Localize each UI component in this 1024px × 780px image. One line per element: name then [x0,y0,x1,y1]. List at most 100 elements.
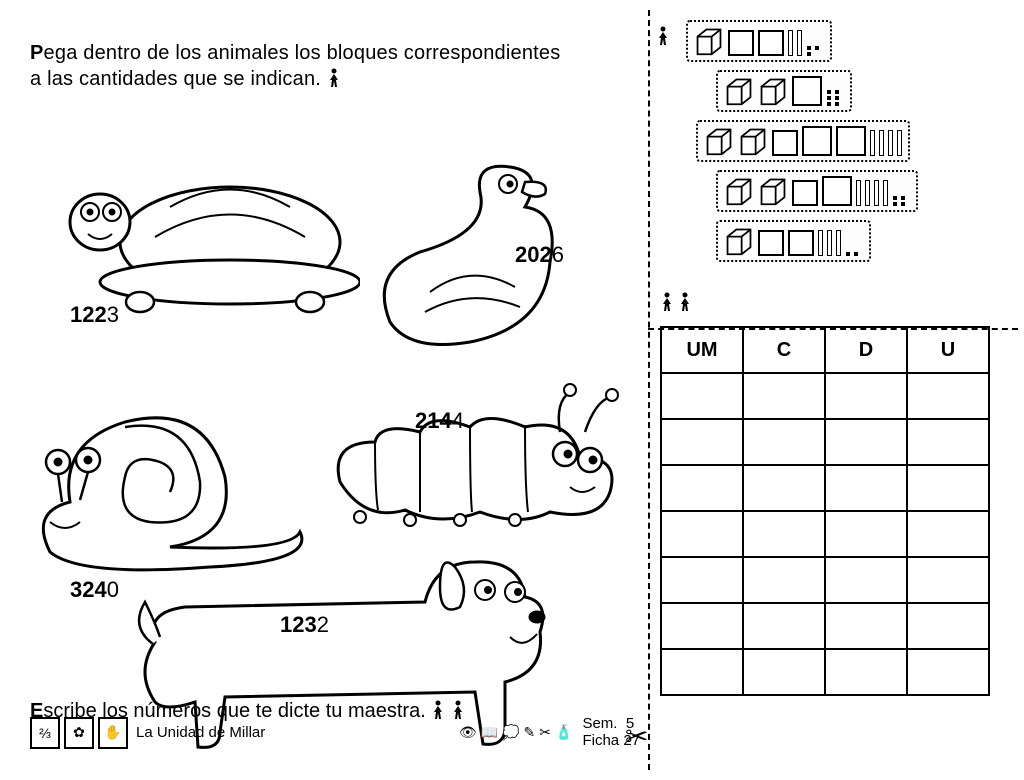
block-strip[interactable] [716,220,871,262]
ten-rod-icon [874,180,879,206]
person-icon [678,292,692,312]
hundred-flat-icon [792,180,818,206]
instruction-1-text: ega dentro de los animales los bloques c… [44,42,561,64]
pv-cell[interactable] [661,373,743,419]
unit-dots [845,252,863,256]
right-column: UMCDU [660,20,1000,760]
pv-header-u: U [907,327,989,373]
ten-rod-icon [836,230,841,256]
ten-rod-icon [797,30,802,56]
unit-dots [892,196,910,206]
person-icon [660,292,674,312]
pv-cell[interactable] [825,419,907,465]
pv-cell[interactable] [743,649,825,695]
table-row [661,511,989,557]
footer-icon: ✋ [98,717,128,749]
pv-cell[interactable] [825,465,907,511]
thousand-cube-icon [724,176,754,206]
block-strip[interactable] [696,120,910,162]
worksheet-page: ✂ Pega dentro de los animales los bloque… [0,0,1024,780]
table-row [661,649,989,695]
ten-rod-icon [818,230,823,256]
block-strip[interactable] [716,70,852,112]
pv-cell[interactable] [825,557,907,603]
snail-number-label: 3240 [70,577,119,603]
ten-rod-icon [883,180,888,206]
pv-cell[interactable] [661,603,743,649]
pv-cell[interactable] [825,511,907,557]
pv-cell[interactable] [907,373,989,419]
block-strip[interactable] [686,20,832,62]
pv-cell[interactable] [907,557,989,603]
turtle-outline [60,152,360,322]
pv-cell[interactable] [825,649,907,695]
pv-cell[interactable] [661,419,743,465]
pv-cell[interactable] [661,465,743,511]
pv-header-d: D [825,327,907,373]
pv-cell[interactable] [743,419,825,465]
instruction-1-initial: P [30,42,44,64]
pencil-icon: ✎ [524,724,536,741]
footer-icon: ⅔ [30,717,60,749]
pv-cell[interactable] [743,511,825,557]
pv-cell[interactable] [661,649,743,695]
place-value-table: UMCDU [660,326,990,696]
glue-icon: 🧴 [555,724,572,741]
pv-cell[interactable] [743,373,825,419]
pv-cell[interactable] [743,603,825,649]
ten-rod-icon [865,180,870,206]
hundred-flat-icon [758,230,784,256]
footer-meta: Sem. 5 Ficha 27 [582,716,640,749]
pv-cell[interactable] [907,649,989,695]
ten-rod-icon [879,130,884,156]
thousand-cube-icon [704,126,734,156]
block-strip[interactable] [716,170,918,212]
table-area: UMCDU [660,292,1000,696]
dog-number-label: 1232 [280,612,329,638]
pv-cell[interactable] [907,465,989,511]
pv-cell[interactable] [825,373,907,419]
turtle-number-label: 1223 [70,302,119,328]
thousand-cube-icon [758,76,788,106]
hundred-flat-icon [836,126,866,156]
pv-cell[interactable] [907,419,989,465]
pv-header-um: UM [661,327,743,373]
instruction-1: Pega dentro de los animales los bloques … [30,40,640,92]
hundred-flat-icon [802,126,832,156]
table-row [661,373,989,419]
person-icon [656,26,670,46]
pv-cell[interactable] [907,603,989,649]
ten-rod-icon [888,130,893,156]
hundred-flat-icon [758,30,784,56]
hundred-flat-icon [792,76,822,106]
unit-dots [826,90,844,106]
swan-number-label: 2026 [515,242,564,268]
thousand-cube-icon [694,26,724,56]
footer-title: La Unidad de Millar [136,724,265,741]
pv-cell[interactable] [825,603,907,649]
ten-rod-icon [856,180,861,206]
caterpillar-number-label: 2144 [415,408,464,434]
hundred-flat-icon [728,30,754,56]
ten-rod-icon [897,130,902,156]
hundred-flat-icon [772,130,798,156]
animals-area: 1223 2026 3240 2144 1232 [30,112,640,712]
ten-rod-icon [827,230,832,256]
thousand-cube-icon [724,76,754,106]
pv-cell[interactable] [907,511,989,557]
pv-cell[interactable] [661,557,743,603]
footer-icon: ✿ [64,717,94,749]
scissors-icon: ✂ [539,724,551,741]
block-strips-area [660,20,1000,270]
hundred-flat-icon [788,230,814,256]
pv-cell[interactable] [743,557,825,603]
instruction-1-line2: a las cantidades que se indican. [30,68,321,90]
person-icon [327,68,341,88]
left-column: Pega dentro de los animales los bloques … [30,20,640,760]
ten-rod-icon [870,130,875,156]
table-row [661,603,989,649]
pv-cell[interactable] [743,465,825,511]
pv-header-c: C [743,327,825,373]
vertical-cut-line [648,10,650,770]
pv-cell[interactable] [661,511,743,557]
